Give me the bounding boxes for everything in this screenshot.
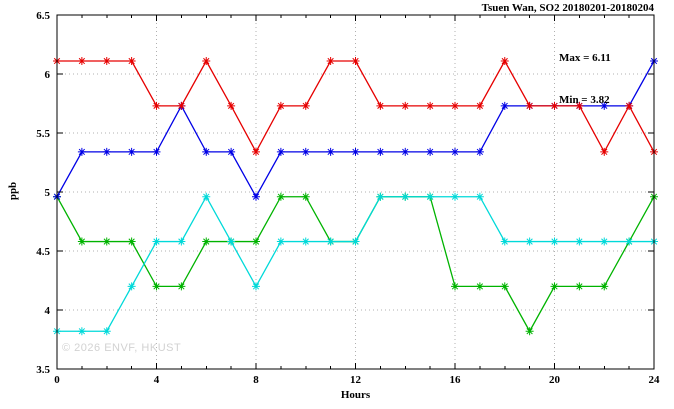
- y-tick-label: 3.5: [36, 364, 50, 376]
- y-tick-label: 4.5: [36, 246, 50, 258]
- x-tick-label: 24: [649, 374, 661, 386]
- y-tick-label: 6: [45, 69, 51, 81]
- x-tick-label: 4: [154, 374, 160, 386]
- x-tick-label: 16: [450, 374, 462, 386]
- x-axis-label: Hours: [340, 389, 371, 401]
- x-tick-label: 0: [54, 374, 60, 386]
- x-tick-label: 8: [253, 374, 259, 386]
- x-tick-label: 20: [549, 374, 561, 386]
- watermark-text: © 2026 ENVF, HKUST: [62, 342, 182, 354]
- min-value-label: Min = 3.82: [559, 94, 610, 106]
- x-tick-label: 12: [350, 374, 362, 386]
- y-tick-label: 5.5: [36, 128, 50, 140]
- max-value-label: Max = 6.11: [559, 52, 611, 64]
- y-axis-label: ppb: [7, 181, 20, 201]
- y-tick-label: 6.5: [36, 10, 50, 22]
- y-tick-label: 5: [45, 187, 51, 199]
- stats-annotation: Max = 6.11 Min = 3.82: [559, 23, 611, 135]
- y-tick-label: 4: [45, 305, 51, 317]
- chart-title: Tsuen Wan, SO2 20180201-20180204: [481, 2, 654, 14]
